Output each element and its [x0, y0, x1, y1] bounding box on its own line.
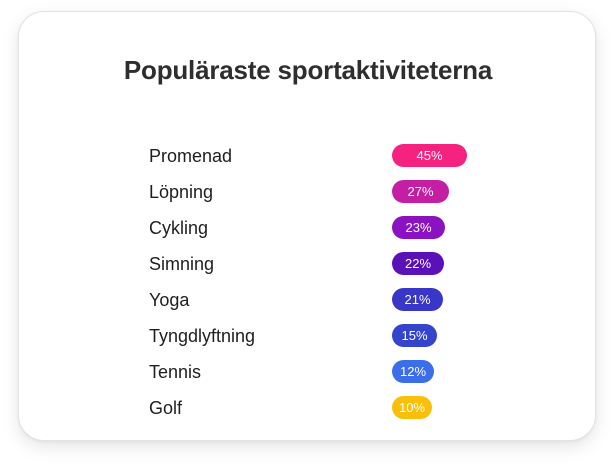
category-label: Tennis	[149, 362, 202, 382]
value-bar: 21%	[392, 288, 443, 311]
category-label: Promenad	[149, 146, 233, 166]
category-label: Simning	[149, 254, 215, 274]
bar-row: Yoga 21%	[19, 288, 597, 312]
value-bar: 10%	[392, 396, 432, 419]
value-bar: 45%	[392, 144, 467, 167]
bar-row: Golf 10%	[19, 396, 597, 420]
value-bar: 12%	[392, 360, 434, 383]
category-label: Tyngdlyftning	[149, 326, 256, 346]
value-bar: 23%	[392, 216, 445, 239]
category-label: Cykling	[149, 218, 209, 238]
bar-list: Promenad 45% Löpning 27% Cykling 23% Simning 22…	[19, 12, 597, 442]
category-label: Yoga	[149, 290, 190, 310]
bar-row: Tyngdlyftning 15%	[19, 324, 597, 348]
value-bar: 27%	[392, 180, 449, 203]
chart-card: Populäraste sportaktiviteterna Promenad 4…	[18, 11, 596, 441]
chart-title: Populäraste sportaktiviteterna	[123, 55, 493, 85]
bar-row: Promenad 45%	[19, 144, 597, 168]
bar-row: Simning 22%	[19, 252, 597, 276]
value-bar: 22%	[392, 252, 444, 275]
bar-row: Löpning 27%	[19, 180, 597, 204]
bar-row: Tennis 12%	[19, 360, 597, 384]
bar-row: Cykling 23%	[19, 216, 597, 240]
value-bar: 15%	[392, 324, 437, 347]
category-label: Golf	[149, 398, 183, 418]
category-label: Löpning	[149, 182, 214, 202]
